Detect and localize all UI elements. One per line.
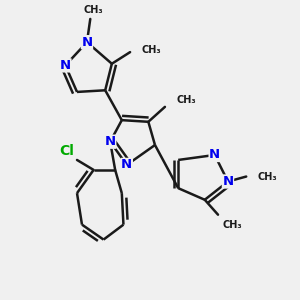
- Text: N: N: [105, 135, 116, 148]
- Text: N: N: [60, 59, 71, 72]
- Text: CH₃: CH₃: [223, 220, 243, 230]
- Text: CH₃: CH₃: [142, 46, 161, 56]
- Text: CH₃: CH₃: [84, 5, 103, 15]
- Text: N: N: [209, 148, 220, 161]
- Text: Cl: Cl: [60, 144, 74, 158]
- Text: CH₃: CH₃: [176, 95, 196, 105]
- Text: N: N: [121, 158, 132, 171]
- Text: N: N: [81, 36, 92, 49]
- Text: CH₃: CH₃: [258, 172, 278, 182]
- Text: N: N: [222, 175, 233, 188]
